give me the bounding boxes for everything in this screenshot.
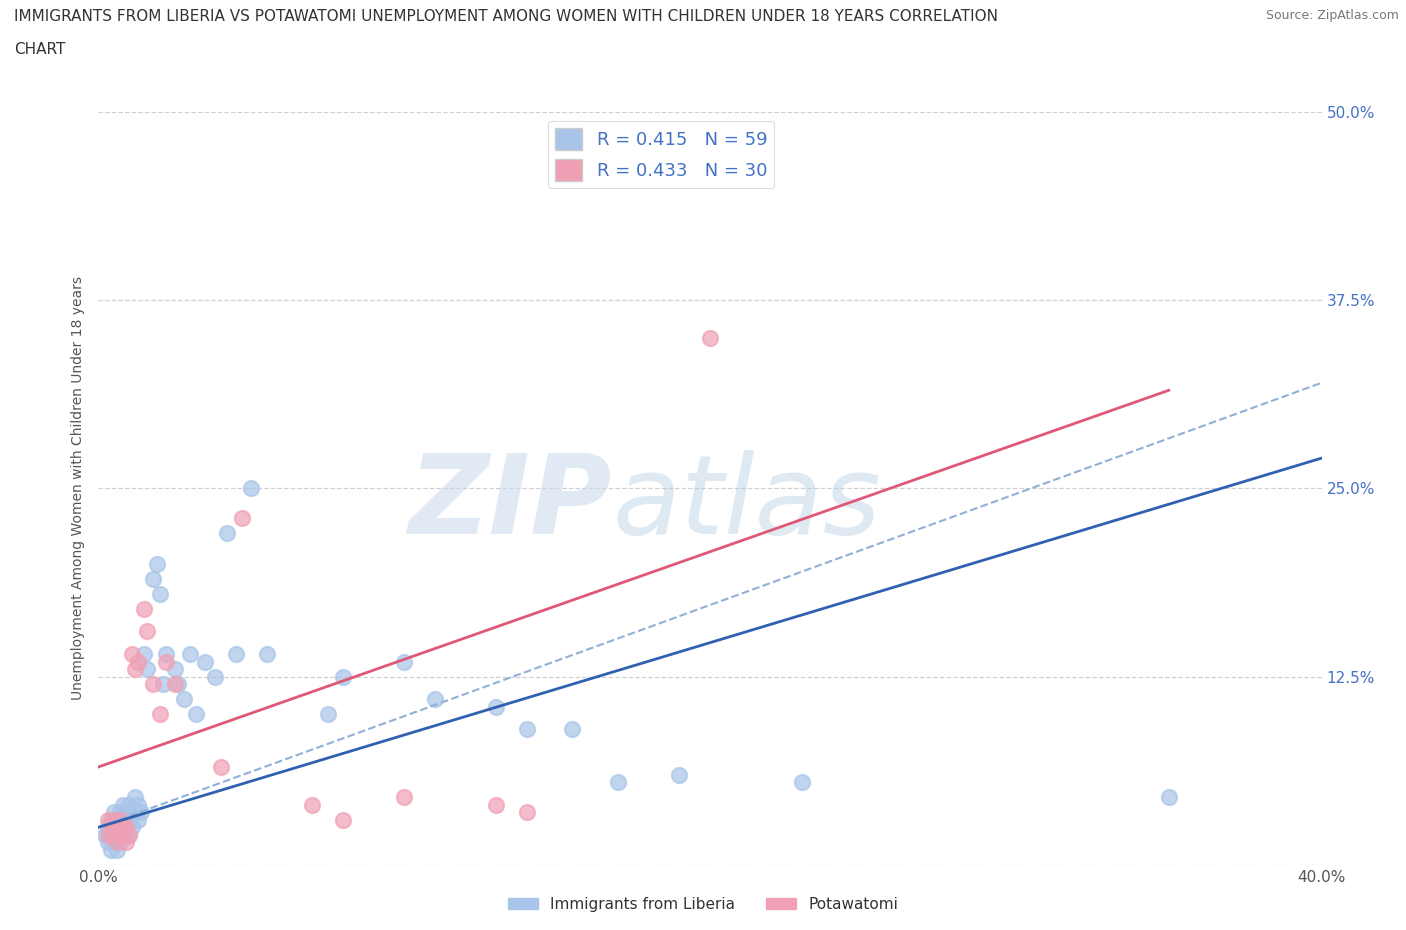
Point [124, 790, 146, 804]
Point [97, 835, 120, 850]
Point [111, 812, 134, 827]
Point [301, 797, 323, 812]
Point [103, 828, 125, 843]
Point [121, 646, 143, 661]
Point [124, 661, 146, 676]
Point [103, 820, 125, 835]
Point [103, 828, 125, 843]
Point [392, 790, 416, 804]
Point [134, 602, 156, 617]
Point [516, 722, 538, 737]
Point [136, 624, 159, 639]
Point [149, 707, 172, 722]
Point [423, 692, 446, 707]
Point [105, 843, 128, 857]
Point [115, 804, 138, 819]
Point [124, 804, 146, 819]
Point [97, 812, 120, 827]
Point [100, 828, 122, 843]
Point [115, 820, 138, 835]
Point [118, 828, 141, 843]
Point [1157, 790, 1180, 804]
Point [561, 722, 583, 737]
Point [108, 835, 131, 850]
Point [111, 828, 134, 843]
Point [668, 767, 690, 782]
Point [607, 775, 630, 790]
Text: atlas: atlas [612, 450, 880, 557]
Point [118, 812, 141, 827]
Point [240, 481, 263, 496]
Point [163, 661, 186, 676]
Point [136, 661, 159, 676]
Point [115, 820, 138, 835]
Point [100, 812, 122, 827]
Point [699, 330, 721, 345]
Point [108, 828, 131, 843]
Point [105, 812, 128, 827]
Point [485, 797, 508, 812]
Point [332, 812, 354, 827]
Point [155, 654, 177, 669]
Point [127, 812, 149, 827]
Point [108, 804, 131, 819]
Point [142, 677, 165, 692]
Point [155, 646, 177, 661]
Point [163, 677, 186, 692]
Point [209, 760, 232, 775]
Point [186, 707, 208, 722]
Point [100, 843, 122, 857]
Point [134, 646, 156, 661]
Point [105, 835, 128, 850]
Point [118, 828, 141, 843]
Point [231, 511, 253, 525]
Point [105, 820, 128, 835]
Point [142, 571, 165, 586]
Point [103, 835, 125, 850]
Point [118, 797, 141, 812]
Point [127, 654, 149, 669]
Point [204, 670, 226, 684]
Point [225, 646, 247, 661]
Point [129, 804, 152, 819]
Point [316, 707, 339, 722]
Point [121, 820, 143, 835]
Point [105, 828, 128, 843]
Point [516, 804, 538, 819]
Text: ZIP: ZIP [409, 450, 612, 557]
Point [149, 586, 172, 601]
Point [97, 828, 120, 843]
Text: IMMIGRANTS FROM LIBERIA VS POTAWATOMI UNEMPLOYMENT AMONG WOMEN WITH CHILDREN UND: IMMIGRANTS FROM LIBERIA VS POTAWATOMI UN… [14, 9, 998, 24]
Point [392, 654, 416, 669]
Point [127, 797, 149, 812]
Point [332, 670, 354, 684]
Point [108, 820, 131, 835]
Point [152, 677, 174, 692]
Point [215, 526, 238, 541]
Point [145, 556, 167, 571]
Point [103, 812, 125, 827]
Point [97, 820, 120, 835]
Point [256, 646, 278, 661]
Point [111, 797, 134, 812]
Point [790, 775, 813, 790]
Point [100, 820, 122, 835]
Point [111, 820, 134, 835]
Legend: Immigrants from Liberia, Potawatomi: Immigrants from Liberia, Potawatomi [502, 891, 904, 918]
Point [93, 828, 115, 843]
Text: Source: ZipAtlas.com: Source: ZipAtlas.com [1265, 9, 1399, 22]
Point [115, 835, 138, 850]
Point [485, 699, 508, 714]
Point [173, 692, 195, 707]
Text: CHART: CHART [14, 42, 66, 57]
Point [108, 812, 131, 827]
Point [167, 677, 190, 692]
Y-axis label: Unemployment Among Women with Children Under 18 years: Unemployment Among Women with Children U… [72, 276, 86, 700]
Point [179, 646, 201, 661]
Point [194, 654, 217, 669]
Point [103, 804, 125, 819]
Legend: R = 0.415   N = 59, R = 0.433   N = 30: R = 0.415 N = 59, R = 0.433 N = 30 [548, 121, 775, 188]
